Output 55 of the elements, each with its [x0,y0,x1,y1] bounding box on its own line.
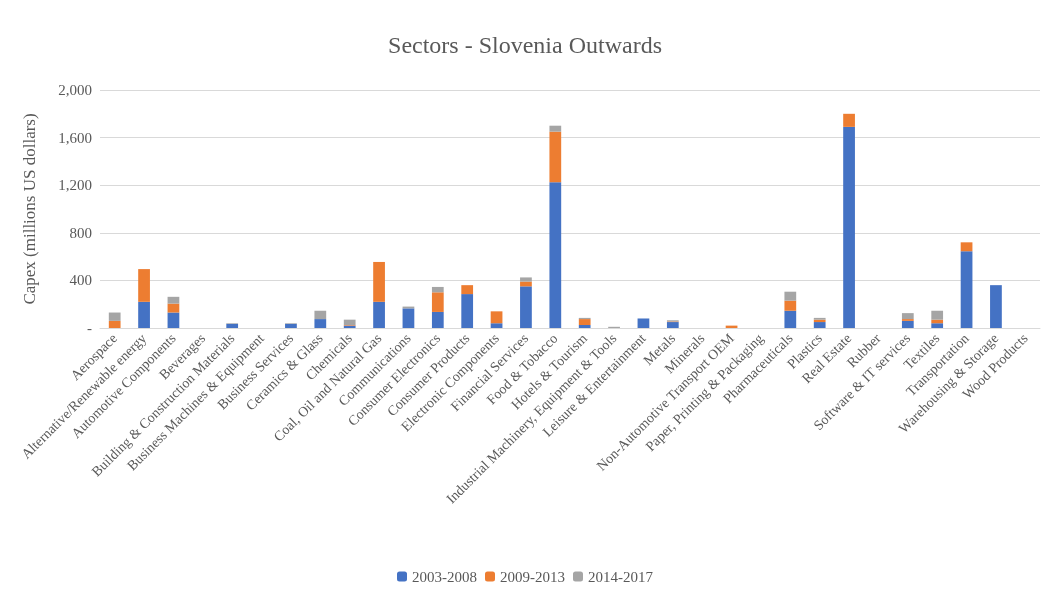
bar [138,301,150,328]
y-tick-label: 1,200 [58,177,92,194]
bar [549,125,562,132]
bar [490,323,503,328]
bar [431,286,444,293]
legend-label: 2009-2013 [500,568,565,585]
bar [285,323,297,328]
y-axis-title: Capex (millions US dollars) [20,113,39,305]
bar [549,182,562,328]
bar [314,310,327,320]
bar [461,285,474,295]
bar [461,294,474,328]
bar [960,242,973,252]
bar [843,126,855,328]
bar [167,312,180,328]
y-tick-label: 2,000 [58,82,92,98]
bar [813,322,826,328]
bar [784,310,797,328]
bar [637,318,650,328]
bar [960,251,973,328]
y-tick-label: 1,600 [58,129,92,146]
legend-label: 2014-2017 [588,568,654,585]
bar [931,310,944,320]
bar [226,323,239,328]
bar [167,296,180,304]
bar [108,312,121,321]
bar [784,300,797,311]
bar [490,311,503,324]
bar [402,308,415,328]
bar [167,303,180,313]
bar [666,322,679,328]
bar [431,311,444,328]
bar [138,269,150,302]
bar [108,320,121,328]
y-tick-label: 400 [69,272,92,289]
y-tick-label: 800 [69,224,92,241]
bar [373,261,385,302]
bar [373,301,385,328]
bar [520,286,532,328]
bar [990,285,1002,328]
bar [578,325,591,328]
bar [520,277,532,282]
chart-title: Sectors - Slovenia Outwards [388,32,662,58]
bar [931,323,944,328]
bar [549,131,562,183]
bar [431,292,444,312]
bar [314,319,327,328]
bar [901,320,914,328]
bar [843,113,855,127]
legend-label: 2003-2008 [412,568,478,585]
bar [784,291,797,301]
bar [901,313,914,320]
bar [578,319,591,326]
y-tick-label: - [87,320,92,336]
bar [343,319,356,326]
